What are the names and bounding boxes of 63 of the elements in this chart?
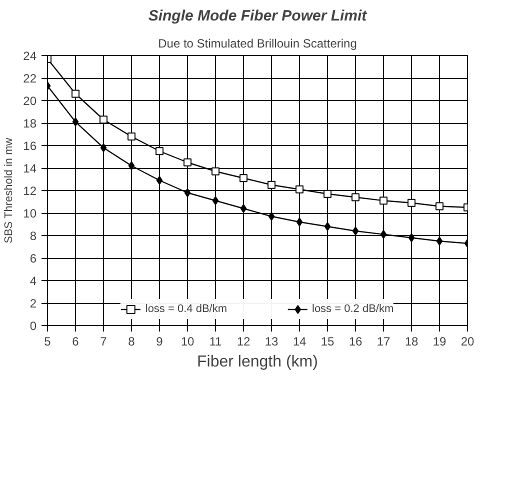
x-tick-label: 14 — [292, 334, 306, 348]
y-tick-label: 24 — [23, 49, 37, 63]
point — [184, 188, 191, 198]
point — [156, 147, 164, 156]
y-tick-label: 16 — [23, 139, 37, 153]
point — [100, 143, 107, 152]
point — [240, 204, 247, 213]
x-tick-label: 8 — [128, 334, 136, 348]
point — [324, 190, 332, 198]
x-tick-label: 11 — [209, 334, 222, 348]
x-tick-label: 18 — [404, 334, 418, 348]
y-tick-label: 18 — [23, 116, 37, 130]
x-axis-title: Fiber length (km) — [197, 354, 318, 370]
point — [156, 176, 163, 185]
x-tick-label: 10 — [180, 334, 194, 348]
point — [268, 212, 275, 221]
y-axis-title: SBS Threshold in mw — [3, 138, 16, 244]
y-tick-label: 0 — [30, 319, 37, 333]
y-tick-label: 8 — [30, 229, 37, 243]
point — [380, 230, 387, 239]
x-tick-label: 19 — [432, 334, 446, 348]
point — [296, 218, 303, 226]
y-tick-label: 22 — [23, 72, 37, 86]
y-tick-label: 10 — [23, 206, 37, 220]
y-tick-label: 20 — [23, 94, 37, 108]
chart-subtitle: Due to Stimulated Brillouin Scattering — [158, 36, 357, 50]
x-tick-label: 20 — [460, 334, 474, 348]
point — [268, 180, 276, 189]
point — [128, 132, 136, 140]
point — [212, 196, 219, 206]
point — [184, 158, 192, 166]
point — [436, 236, 443, 246]
point — [380, 196, 388, 205]
y-tick-label: 2 — [30, 296, 37, 310]
x-tick-label: 12 — [236, 334, 250, 348]
point — [352, 193, 360, 202]
x-tick-label: 6 — [72, 334, 80, 348]
x-tick-label: 17 — [376, 334, 390, 348]
y-tick-label: 12 — [23, 184, 37, 198]
legend-label: loss = 0.4 dB/km — [145, 303, 227, 315]
x-tick-label: 9 — [156, 334, 164, 348]
point — [72, 117, 79, 126]
point — [352, 226, 359, 236]
y-tick-label: 6 — [30, 252, 37, 266]
point — [408, 233, 415, 242]
point — [240, 174, 248, 182]
x-tick-label: 7 — [100, 334, 108, 348]
x-tick-label: 13 — [264, 334, 278, 348]
x-tick-label: 16 — [348, 334, 362, 348]
legend-label: loss = 0.2 dB/km — [312, 303, 394, 315]
point — [212, 167, 220, 176]
point — [324, 222, 331, 231]
point — [408, 198, 416, 207]
chart-title: Single Mode Fiber Power Limit — [148, 8, 368, 24]
point — [296, 185, 304, 194]
point — [436, 202, 444, 210]
y-tick-label: 4 — [30, 274, 37, 288]
point — [128, 161, 135, 170]
point — [72, 90, 80, 98]
point — [100, 116, 108, 124]
x-tick-label: 5 — [44, 334, 52, 348]
x-tick-label: 15 — [320, 334, 334, 348]
y-tick-label: 14 — [23, 162, 37, 176]
